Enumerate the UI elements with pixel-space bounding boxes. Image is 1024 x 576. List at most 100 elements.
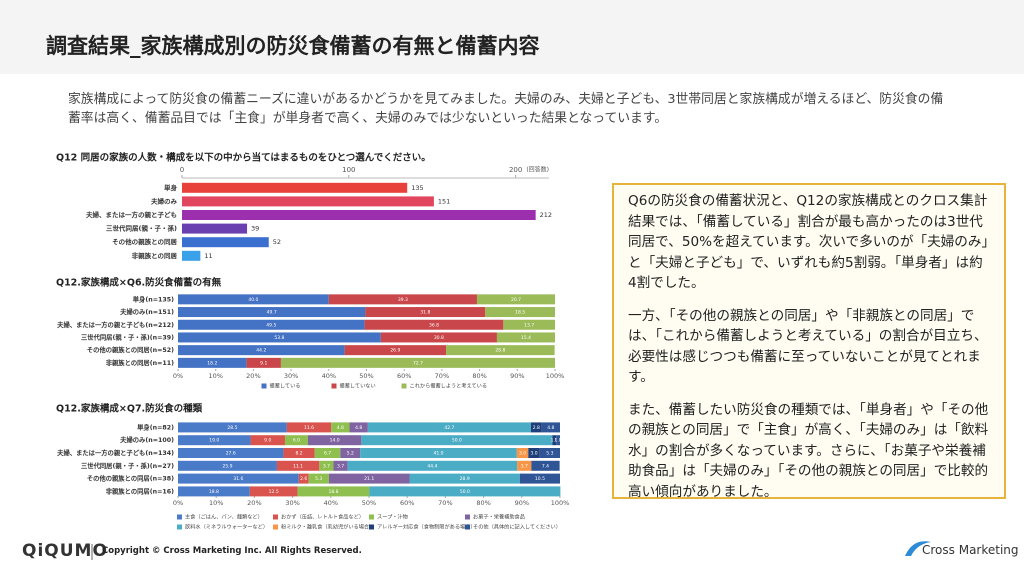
legend-swatch [369, 524, 374, 530]
segment-label: 9.0 [264, 438, 271, 444]
note-paragraph: 一方、「その他の親族との同居」や「非親族との同居」では、「これから備蓄しようと考… [628, 307, 988, 386]
segment-label: 49.7 [267, 310, 277, 316]
slide-title: 調査結果_家族構成別の防災食備蓄の有無と備蓄内容 [46, 34, 540, 58]
segment-label: 5.2 [347, 451, 354, 457]
x-tick-label: 100 [342, 166, 355, 174]
x-tick-label: 20% [246, 372, 260, 380]
bar-segment [249, 486, 298, 497]
segment-label: 39.3 [398, 297, 408, 303]
segment-label: 9.1 [260, 360, 267, 366]
segment-label: 1.0 [551, 438, 558, 444]
category-label: 三世代同居(親・子・孫)(n=27) [81, 461, 174, 470]
legend-swatch [261, 383, 267, 389]
category-label: 単身(n=82) [137, 422, 174, 431]
segment-label: 6.0 [293, 438, 300, 444]
segment-label: 31.8 [420, 310, 430, 316]
legend-swatch [401, 383, 407, 389]
bar-segment [178, 460, 277, 471]
segment-label: 11.6 [304, 425, 314, 431]
bar-segment [178, 486, 250, 497]
segment-label: 5.3 [315, 476, 322, 482]
bar-segment [528, 448, 540, 458]
brand-logo: QiQUMO [22, 541, 108, 561]
bar [182, 210, 536, 220]
x-tick-label: 70% [438, 499, 452, 507]
bar-segment [552, 435, 557, 446]
x-tick-label: 50% [362, 499, 376, 507]
segment-label: 15.4 [521, 335, 531, 341]
category-label: 非親族との同居(n=11) [106, 358, 174, 367]
category-label: 夫婦のみ(n=151) [120, 307, 174, 316]
legend-label: 粉ミルク・離乳食（乳幼児がいる場合） [281, 523, 374, 531]
bar-segment [276, 460, 320, 471]
segment-label: 53.8 [274, 335, 284, 341]
legend-label: 備蓄していない [340, 382, 376, 390]
bar-segment [246, 357, 281, 368]
bar [182, 196, 434, 207]
segment-label: 21.1 [364, 476, 374, 482]
bar-segment [178, 435, 251, 446]
segment-label: 44.2 [256, 348, 266, 354]
bar-segment [360, 448, 517, 458]
copyright: Copyright © Cross Marketing Inc. All Rig… [102, 546, 362, 556]
category-label: 夫婦、または一方の親と子ども(n=212) [57, 320, 174, 329]
bar-segment [539, 448, 560, 458]
bar-segment [541, 422, 560, 433]
x-tick-label: 30% [284, 372, 298, 380]
segment-label: 4.8 [547, 425, 554, 431]
category-label: 単身 [164, 183, 178, 192]
segment-label: 10.5 [535, 476, 545, 482]
segment-label: 3.0 [530, 451, 537, 457]
chart-title: Q12.家族構成×Q6.防災食備蓄の有無 [56, 277, 222, 289]
legend-swatch [331, 383, 337, 389]
legend-swatch [465, 524, 470, 530]
segment-label: 11.1 [293, 463, 303, 469]
segment-label: 28.9 [460, 476, 470, 482]
bar-segment [369, 486, 561, 497]
bar-segment [380, 332, 497, 343]
segment-label: 25.9 [222, 463, 232, 469]
bar-segment [344, 345, 447, 356]
x-tick-label: 80% [476, 499, 490, 507]
segment-label: 44.4 [427, 463, 437, 469]
company-name: Cross Marketing [922, 543, 1019, 557]
legend-swatch [465, 514, 470, 520]
x-tick-label: 10% [209, 499, 223, 507]
segment-label: 4.8 [355, 425, 362, 431]
x-tick-label: 40% [322, 372, 336, 380]
bar-segment [307, 435, 362, 446]
segment-label: 28.5 [227, 425, 237, 431]
bar-segment [297, 486, 370, 497]
bar-segment [331, 422, 350, 433]
value-label: 135 [411, 184, 423, 192]
bar-segment [319, 460, 334, 471]
category-label: 単身(n=135) [133, 294, 174, 303]
legend-label: スープ・汁物 [377, 513, 408, 521]
x-tick-label: 100% [546, 372, 565, 380]
x-tick-label: 90% [510, 372, 524, 380]
segment-label: 30.8 [434, 335, 444, 341]
legend-swatch [177, 514, 182, 520]
legend-label: 飲料水（ミネラルウォーターなど） [185, 523, 268, 531]
category-label: 非親族との同居 [132, 251, 178, 260]
bar-segment [365, 307, 486, 318]
bar-segment [250, 435, 285, 446]
bar-segment [347, 460, 518, 471]
segment-label: 41.0 [434, 451, 444, 457]
bar-segment [409, 473, 520, 484]
x-tick-label: 30% [285, 499, 299, 507]
legend-label: お菓子・栄養補助食品 [473, 513, 525, 521]
bar-segment [178, 473, 299, 484]
bar-segment [283, 448, 315, 458]
category-label: 夫婦、または一方の親と子ども(n=134) [57, 448, 174, 457]
legend-label: 備蓄している [270, 382, 301, 390]
segment-label: 18.2 [207, 360, 217, 366]
bar-segment [178, 307, 366, 318]
legend-label: これから備蓄しようと考えている [410, 382, 488, 390]
x-tick-label: 0 [180, 166, 184, 174]
value-label: 11 [204, 252, 212, 260]
x-tick-label: 20% [247, 499, 261, 507]
category-label: 三世代同居(親・子・孫) [106, 224, 177, 233]
legend-label: おかず（缶詰、レトルト食品など） [281, 513, 364, 521]
